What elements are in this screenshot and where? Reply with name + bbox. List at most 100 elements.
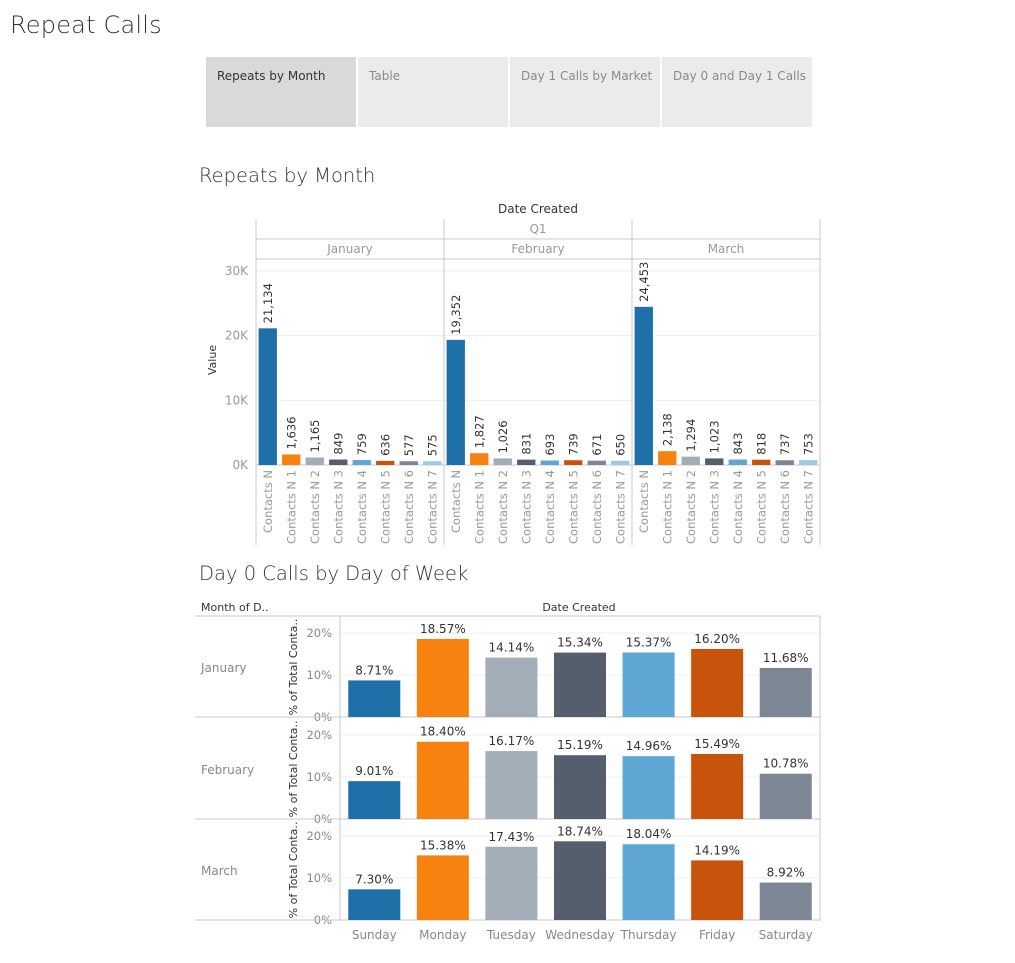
chart1-bar-value-label: 753 <box>801 433 815 455</box>
chart2-day-label: Sunday <box>352 928 397 942</box>
chart1-category-label: Contacts N 1 <box>472 470 486 544</box>
chart2-row-label: January <box>200 661 247 675</box>
chart1-bar <box>775 460 794 465</box>
chart2-header: Date Created <box>542 601 615 614</box>
day0-calls-chart: Month of D.. Date Created0%10%20%January%… <box>195 601 821 942</box>
chart1-category-label: Contacts N 5 <box>566 470 580 544</box>
day0-calls-title: Day 0 Calls by Day of Week <box>199 562 469 585</box>
chart2-bar-value-label: 9.01% <box>355 764 393 778</box>
chart2-bar-value-label: 15.37% <box>626 635 672 649</box>
chart1-category-label: Contacts N 7 <box>613 470 627 544</box>
tab-day0-and-day1-calls[interactable]: Day 0 and Day 1 Calls <box>662 57 812 127</box>
chart1-y-tick-label: 20K <box>225 329 249 343</box>
chart1-bar-value-label: 1,827 <box>472 415 486 448</box>
chart1-category-label: Contacts N 2 <box>496 470 510 544</box>
chart1-bar <box>658 451 677 465</box>
chart1-bar-value-label: 636 <box>378 434 392 456</box>
chart1-bar <box>540 460 559 465</box>
chart1-bar-value-label: 1,294 <box>684 419 698 452</box>
repeats-by-month-chart: Date Created Q1 January February March 0K 10K 2… <box>206 202 821 545</box>
chart2-day-label: Friday <box>699 928 735 942</box>
chart2-bar <box>485 846 538 920</box>
chart1-bar <box>423 461 442 465</box>
chart1-bar-value-label: 1,636 <box>284 416 298 449</box>
chart1-bar <box>493 458 512 465</box>
chart1-bar <box>634 306 653 465</box>
chart2-day-label: Saturday <box>759 928 813 942</box>
chart1-category-label: Contacts N 1 <box>660 470 674 544</box>
chart1-bar <box>611 460 630 465</box>
chart2-bar-value-label: 16.17% <box>489 734 535 748</box>
chart1-bar-value-label: 575 <box>425 434 439 456</box>
chart1-bar-value-label: 1,026 <box>496 420 510 453</box>
chart2-bar <box>622 756 675 819</box>
chart1-month-label: January <box>326 242 373 256</box>
chart1-header: Date Created <box>498 202 578 216</box>
chart2-y-axis-label: % of Total Conta.. <box>287 619 300 716</box>
chart2-bar <box>348 781 401 819</box>
chart1-category-label: Contacts N 4 <box>731 470 745 544</box>
chart1-category-label: Contacts N 5 <box>378 470 392 544</box>
chart1-category-label: Contacts N 6 <box>590 470 604 544</box>
chart1-bar-value-label: 818 <box>754 433 768 455</box>
chart2-row-label: February <box>201 763 254 777</box>
chart1-bar-value-label: 843 <box>731 433 745 455</box>
chart2-bar-value-label: 18.40% <box>420 725 466 739</box>
chart1-bar-value-label: 849 <box>331 433 345 455</box>
chart2-bar <box>554 652 606 717</box>
chart1-bar <box>282 454 301 465</box>
chart1-bar <box>399 461 418 465</box>
chart2-y-tick-label: 10% <box>306 668 332 682</box>
chart2-bar-value-label: 7.30% <box>355 872 393 886</box>
chart2-y-tick-label: 10% <box>306 871 332 885</box>
chart1-bar-value-label: 693 <box>543 434 557 456</box>
tab-day1-calls-by-market[interactable]: Day 1 Calls by Market <box>510 57 660 127</box>
chart2-bar <box>416 639 469 717</box>
chart1-category-label: Contacts N 3 <box>519 470 533 544</box>
chart2-row-header: Month of D.. <box>201 601 269 614</box>
chart2-day-label: Thursday <box>620 928 677 942</box>
chart1-category-label: Contacts N 3 <box>707 470 721 544</box>
chart1-bar-value-label: 24,453 <box>637 262 651 302</box>
chart2-y-tick-label: 20% <box>306 829 332 843</box>
chart1-category-label: Contacts N <box>637 470 651 533</box>
chart1-bar <box>446 339 465 465</box>
chart2-bar <box>691 860 744 920</box>
chart1-category-label: Contacts N 2 <box>684 470 698 544</box>
tab-table[interactable]: Table <box>358 57 508 127</box>
chart1-bar <box>587 460 606 465</box>
chart1-bar <box>728 459 747 465</box>
chart2-y-tick-label: 20% <box>306 626 332 640</box>
chart2-bar-value-label: 15.49% <box>694 737 740 751</box>
chart2-bar-value-label: 14.96% <box>626 739 672 753</box>
chart1-category-label: Contacts N 6 <box>402 470 416 544</box>
chart2-y-axis-label: % of Total Conta.. <box>287 822 300 919</box>
chart1-category-label: Contacts N 3 <box>331 470 345 544</box>
chart2-bar-value-label: 16.20% <box>694 632 740 646</box>
chart2-bar-value-label: 15.34% <box>557 636 603 650</box>
chart2-bar-value-label: 10.78% <box>763 757 809 771</box>
tab-repeats-by-month[interactable]: Repeats by Month <box>206 57 356 127</box>
chart1-category-label: Contacts N 2 <box>308 470 322 544</box>
chart1-bar <box>799 460 818 465</box>
chart2-bar <box>622 652 675 717</box>
chart2-day-label: Monday <box>419 928 466 942</box>
page-title: Repeat Calls <box>10 11 162 39</box>
chart1-bar <box>470 453 489 465</box>
tab-bar: Repeats by Month Table Day 1 Calls by Ma… <box>206 57 812 127</box>
chart1-bar-value-label: 650 <box>613 434 627 456</box>
chart2-bar-value-label: 14.19% <box>694 843 740 857</box>
chart2-day-label: Wednesday <box>545 928 614 942</box>
chart1-category-label: Contacts N 4 <box>355 470 369 544</box>
chart2-bar <box>348 680 401 717</box>
chart2-bar <box>554 841 606 920</box>
chart1-bar-value-label: 671 <box>590 434 604 456</box>
chart1-bar-value-label: 759 <box>355 433 369 455</box>
chart2-bar <box>348 889 401 920</box>
chart2-bar <box>691 753 744 819</box>
chart2-bar-value-label: 18.74% <box>557 824 603 838</box>
chart1-category-label: Contacts N <box>449 470 463 533</box>
chart2-bar <box>691 648 744 717</box>
chart2-bar <box>485 751 538 819</box>
chart1-bar-value-label: 577 <box>402 434 416 456</box>
